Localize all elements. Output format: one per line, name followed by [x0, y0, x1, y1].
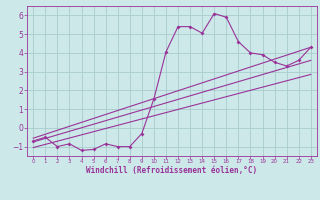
X-axis label: Windchill (Refroidissement éolien,°C): Windchill (Refroidissement éolien,°C) [86, 166, 258, 175]
